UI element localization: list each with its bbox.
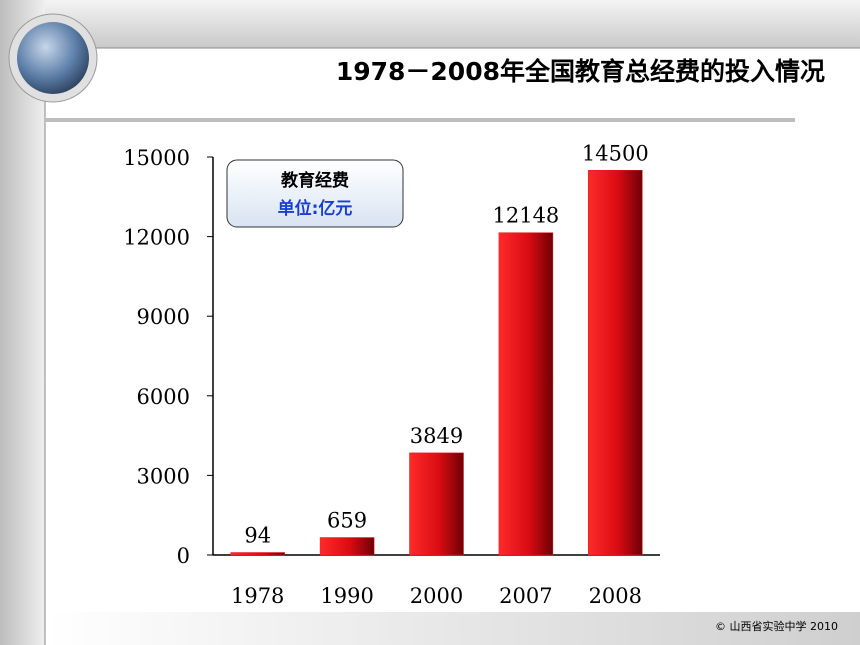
- y-tick-label: 9000: [137, 305, 190, 329]
- top-band: [0, 0, 860, 48]
- footer: © 山西省实验中学 2010: [715, 619, 838, 633]
- bar: [409, 452, 464, 556]
- bar: [319, 537, 375, 556]
- bar: [588, 170, 643, 556]
- logo: [17, 22, 89, 94]
- x-tick-label: 1978: [231, 584, 284, 608]
- value-label: 659: [327, 509, 367, 533]
- footer-band: [45, 612, 860, 645]
- value-label: 94: [244, 524, 271, 548]
- value-label: 3849: [410, 424, 463, 448]
- left-band: [0, 0, 45, 645]
- x-tick-label: 2000: [410, 584, 463, 608]
- y-tick-label: 3000: [137, 464, 190, 488]
- value-label: 14500: [582, 141, 649, 165]
- legend-unit: 单位:亿元: [278, 198, 353, 219]
- y-tick-label: 0: [177, 544, 190, 568]
- legend-title: 教育经费: [280, 170, 349, 191]
- x-tick-label: 2008: [589, 584, 642, 608]
- value-label: 12148: [492, 204, 559, 228]
- x-tick-label: 2007: [499, 584, 552, 608]
- bar: [230, 552, 285, 556]
- y-tick-label: 12000: [123, 226, 190, 250]
- y-tick-label: 15000: [123, 146, 190, 170]
- legend-box: [226, 159, 404, 228]
- chart-title: 1978－2008年全国教育总经费的投入情况: [336, 57, 825, 86]
- bar: [498, 232, 554, 556]
- y-tick-label: 6000: [137, 385, 190, 409]
- x-tick-label: 1990: [320, 584, 373, 608]
